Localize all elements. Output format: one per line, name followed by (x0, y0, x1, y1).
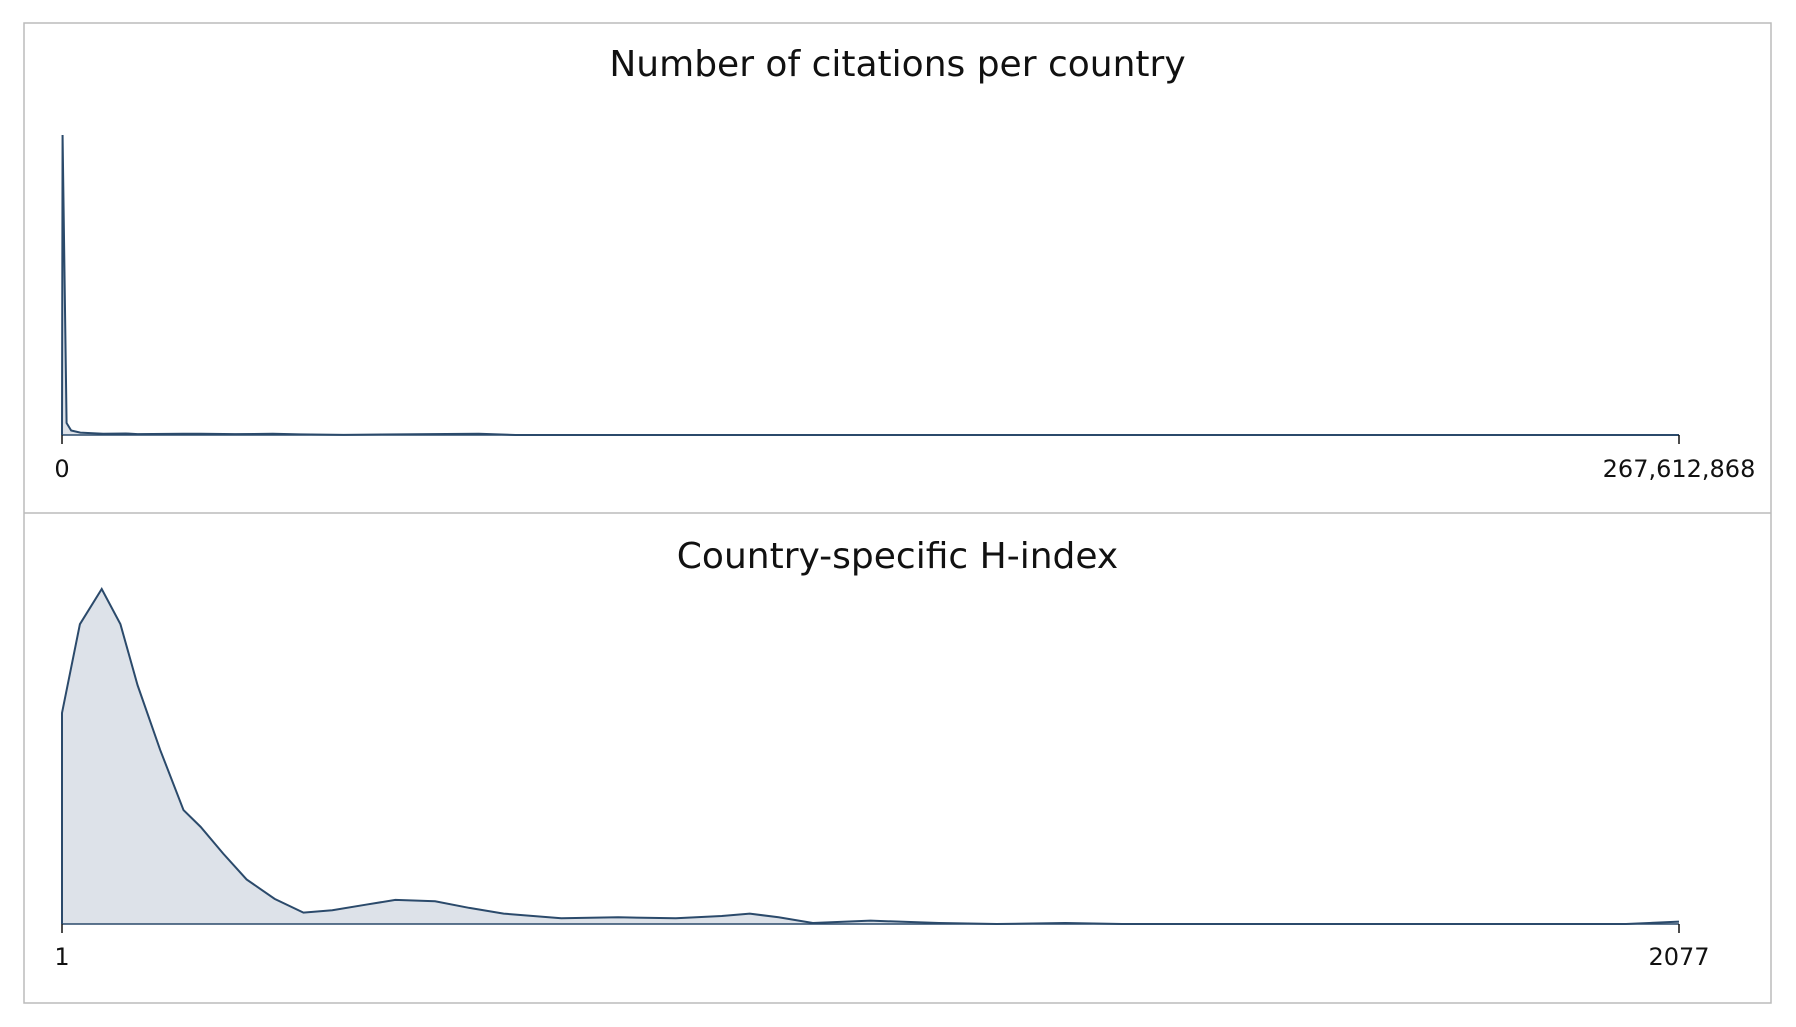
density-area (62, 589, 1679, 924)
density-line (61, 586, 1680, 926)
x-tick-label: 0 (54, 455, 69, 483)
x-tick-label: 1 (54, 943, 69, 971)
x-tick-label: 267,612,868 (1603, 455, 1756, 483)
chart-title: Country-specific H-index (677, 536, 1118, 577)
density-line (61, 134, 1680, 436)
density-area (62, 135, 1679, 435)
chart-title: Number of citations per country (609, 44, 1185, 85)
x-tick-label: 2077 (1648, 943, 1709, 971)
